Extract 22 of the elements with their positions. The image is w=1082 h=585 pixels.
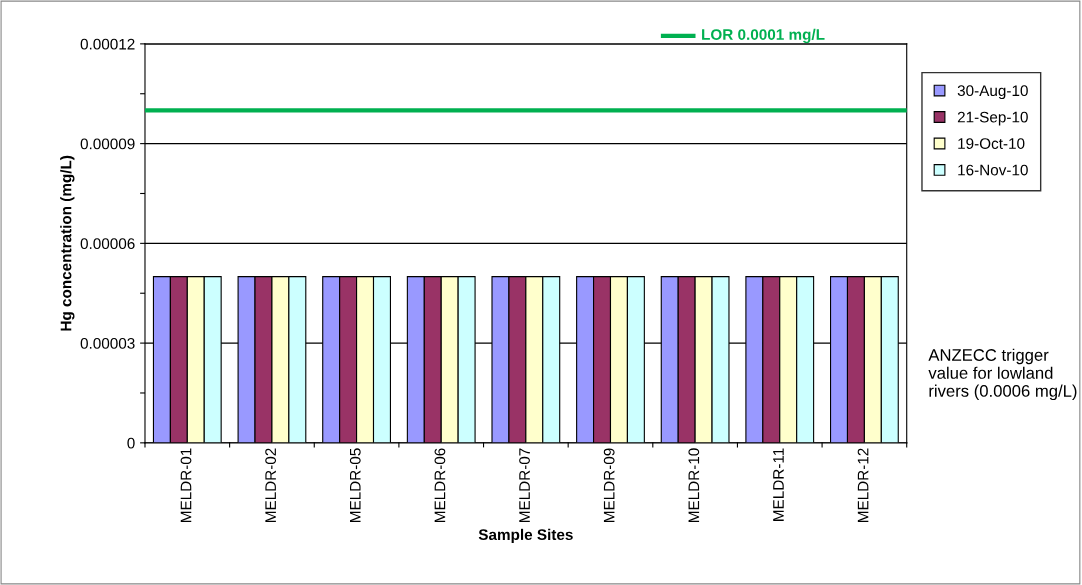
x-tick-label: MELDR-02 xyxy=(265,448,277,523)
x-axis-title: Sample Sites xyxy=(478,528,573,544)
x-tick-label: MELDR-11 xyxy=(773,448,784,521)
legend-label: 30-Aug-10 xyxy=(957,85,1028,100)
y-tick-label: 0.00003 xyxy=(80,337,135,349)
y-tick-label: 0.00006 xyxy=(80,238,135,250)
x-tick-label: MELDR-05 xyxy=(349,448,361,523)
y-tick-label: 0 xyxy=(127,437,135,449)
legend-label: 16-Nov-10 xyxy=(958,164,1028,176)
x-tick-label: MELDR-01 xyxy=(180,448,192,523)
legend-label: 21-Sep-10 xyxy=(957,111,1028,126)
x-tick-label: MELDR-10 xyxy=(688,448,700,523)
y-tick-label: 0.00012 xyxy=(80,38,135,50)
y-tick-label: 0.00009 xyxy=(80,138,135,150)
x-tick-label: MELDR-12 xyxy=(857,448,869,523)
x-tick-label: MELDR-09 xyxy=(603,448,615,523)
legend-label: 19-Oct-10 xyxy=(958,138,1025,149)
x-tick-label: MELDR-06 xyxy=(434,448,446,523)
y-axis-title: Hg concentration (mg/L) xyxy=(60,155,75,331)
text: ANZECC trigger value for lowland rivers (0.0006 mg/L) xyxy=(928,348,1077,401)
x-tick-label: MELDR-07 xyxy=(519,448,530,523)
legend-label: LOR 0.0001 mg/L xyxy=(702,28,825,44)
